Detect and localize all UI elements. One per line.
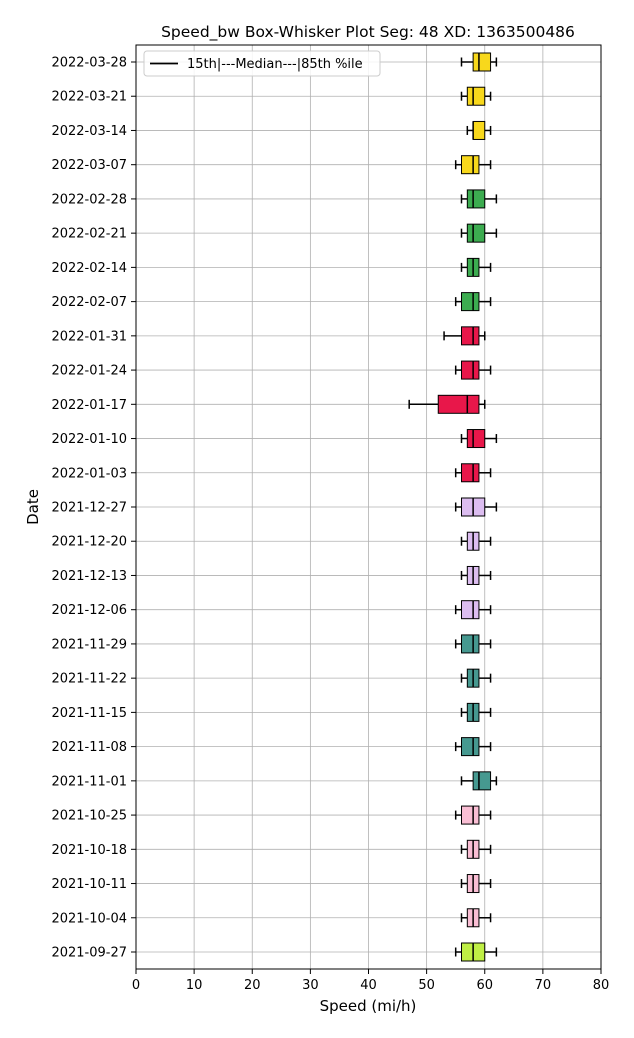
x-tick-label: 40 xyxy=(360,978,377,993)
box-plot-2022-03-21 xyxy=(460,86,492,106)
chart-title: Speed_bw Box-Whisker Plot Seg: 48 XD: 13… xyxy=(161,23,575,42)
box-iqr xyxy=(461,292,480,312)
box-plot-2021-12-27 xyxy=(454,497,498,517)
box-plot-2022-03-14 xyxy=(466,120,492,140)
box-plot-2021-09-27 xyxy=(454,942,498,962)
x-tick-label: 60 xyxy=(476,978,493,993)
legend-box xyxy=(143,50,381,77)
box-plot-2021-11-01 xyxy=(460,771,498,791)
y-tick-label: 2021-11-22 xyxy=(51,672,127,687)
x-tick-label: 10 xyxy=(186,978,203,993)
y-tick-label: 2021-11-29 xyxy=(51,637,127,652)
y-tick-label: 2021-10-04 xyxy=(51,911,127,926)
box-iqr xyxy=(461,326,480,346)
box-plot-2021-10-04 xyxy=(460,908,492,928)
y-tick-label: 2022-03-14 xyxy=(51,124,127,139)
y-tick-label: 2021-09-27 xyxy=(51,946,127,961)
y-tick-label: 2022-01-03 xyxy=(51,466,127,481)
x-tick-label: 20 xyxy=(244,978,261,993)
y-tick-label: 2021-11-08 xyxy=(51,740,127,755)
legend: 15th|---Median---|85th %ile xyxy=(143,50,381,77)
box-iqr xyxy=(461,360,480,380)
box-iqr xyxy=(472,52,492,72)
box-iqr xyxy=(437,394,480,414)
y-tick-label: 2022-02-21 xyxy=(51,227,127,242)
y-tick-label: 2021-12-13 xyxy=(51,569,127,584)
box-plot-2022-02-21 xyxy=(460,223,498,243)
box-iqr xyxy=(461,737,480,757)
box-plot-2021-11-15 xyxy=(460,702,492,722)
x-axis-title: Speed (mi/h) xyxy=(320,997,417,1015)
box-plot-2021-12-06 xyxy=(454,600,492,620)
box-plot-2021-11-29 xyxy=(454,634,492,654)
box-plot-2021-10-18 xyxy=(460,839,492,859)
box-iqr xyxy=(472,120,486,140)
box-plot-2021-12-13 xyxy=(460,565,492,585)
x-tick-label: 30 xyxy=(302,978,319,993)
y-tick-label: 2021-11-01 xyxy=(51,774,127,789)
y-tick-label: 2021-10-11 xyxy=(51,877,127,892)
box-plot-2022-01-24 xyxy=(454,360,492,380)
x-tick-label: 80 xyxy=(593,978,610,993)
box-plot-2022-03-07 xyxy=(454,155,492,175)
y-tick-label: 2022-03-21 xyxy=(51,90,127,105)
x-axis-ticks: 0 10 20 30 40 50 60 70 80 xyxy=(132,969,609,993)
y-tick-label: 2022-02-14 xyxy=(51,261,127,276)
y-tick-label: 2021-11-15 xyxy=(51,706,127,721)
box-plot-2022-01-10 xyxy=(460,429,498,449)
box-plot-2021-12-20 xyxy=(460,531,492,551)
box-plot-2021-11-08 xyxy=(454,737,492,757)
box-iqr xyxy=(461,155,480,175)
box-plot-2021-10-25 xyxy=(454,805,492,825)
box-plot-2022-01-31 xyxy=(443,326,486,346)
x-tick-label: 50 xyxy=(418,978,435,993)
y-tick-label: 2022-02-28 xyxy=(51,192,127,207)
x-tick-label: 0 xyxy=(132,978,140,993)
y-axis-title: Date xyxy=(24,489,42,525)
legend-label: 15th|---Median---|85th %ile xyxy=(187,57,363,72)
y-tick-label: 2022-03-28 xyxy=(51,56,127,71)
box-plot-2022-02-28 xyxy=(460,189,498,209)
box-plot-2022-01-03 xyxy=(454,463,492,483)
y-tick-label: 2021-10-25 xyxy=(51,809,127,824)
x-tick-label: 70 xyxy=(535,978,552,993)
box-iqr xyxy=(461,463,480,483)
box-plot-2022-03-28 xyxy=(460,52,498,72)
box-iqr xyxy=(461,634,480,654)
y-tick-label: 2022-01-17 xyxy=(51,398,127,413)
y-tick-label: 2022-02-07 xyxy=(51,295,127,310)
box-iqr xyxy=(466,429,486,449)
y-tick-label: 2022-01-24 xyxy=(51,364,127,379)
box-plot-2022-01-17 xyxy=(408,394,486,414)
y-tick-label: 2021-12-06 xyxy=(51,603,127,618)
box-plot-2021-10-11 xyxy=(460,874,492,894)
box-plot-2022-02-07 xyxy=(454,292,492,312)
box-iqr xyxy=(461,600,480,620)
y-tick-label: 2021-12-20 xyxy=(51,535,127,550)
box-plot-2021-11-22 xyxy=(460,668,492,688)
box-iqr xyxy=(466,189,486,209)
y-tick-label: 2021-12-27 xyxy=(51,501,127,516)
y-tick-label: 2022-01-10 xyxy=(51,432,127,447)
box-iqr xyxy=(472,771,492,791)
y-axis-ticks: 2022-03-28 2022-03-21 2022-03-14 2022-03-07… xyxy=(51,56,136,961)
y-tick-label: 2022-03-07 xyxy=(51,158,127,173)
box-iqr xyxy=(466,86,486,106)
box-iqr xyxy=(461,805,480,825)
y-tick-label: 2022-01-31 xyxy=(51,329,127,344)
box-plots xyxy=(408,52,498,962)
y-tick-label: 2021-10-18 xyxy=(51,843,127,858)
box-plot-2022-02-14 xyxy=(460,257,492,277)
box-iqr xyxy=(466,223,486,243)
